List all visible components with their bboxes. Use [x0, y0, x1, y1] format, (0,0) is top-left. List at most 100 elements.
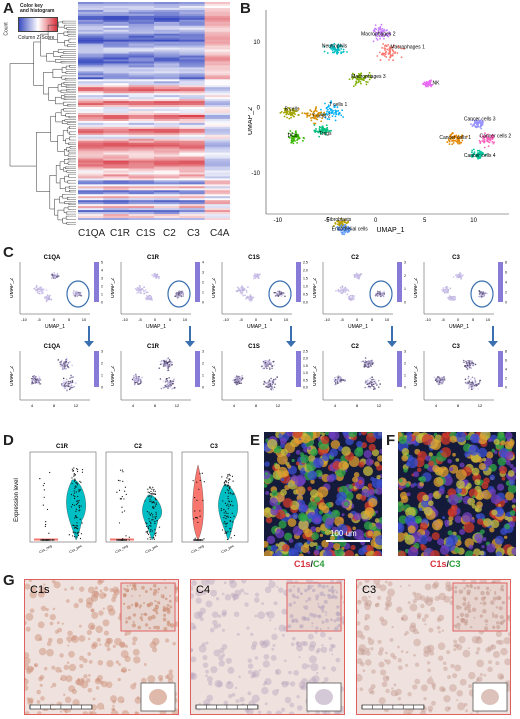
heatmap-cell	[204, 158, 230, 161]
feature-zoom-point	[263, 362, 265, 365]
violin-point	[71, 503, 74, 506]
violin-neg	[192, 464, 204, 541]
feature-point	[484, 291, 487, 294]
feature-zoom-point	[33, 374, 35, 377]
heatmap-cell	[154, 35, 180, 38]
violin-point	[224, 492, 227, 494]
feature-zoom-point	[135, 373, 137, 376]
feature-zoom-point	[436, 377, 439, 379]
umap-point	[379, 31, 382, 34]
violin-point	[223, 509, 225, 511]
feature-scale-bar	[397, 262, 402, 302]
feature-zoom-point	[364, 357, 367, 359]
feature-point	[151, 299, 153, 302]
feature-zoom-point	[167, 387, 169, 390]
feature-zoom-point	[265, 385, 267, 388]
feature-zoom-point	[260, 365, 263, 368]
umap-point	[339, 44, 342, 47]
feature-zoom-point	[66, 389, 68, 392]
heatmap-cell	[128, 170, 155, 173]
feature-point	[357, 273, 360, 276]
umap-point	[291, 131, 294, 134]
heatmap-cell	[128, 105, 155, 108]
heatmap-cell	[204, 170, 230, 173]
feature-zoom-point	[465, 382, 468, 385]
if-cell	[295, 461, 300, 466]
umap-point	[285, 113, 288, 116]
umap-point	[338, 45, 341, 48]
if-cell	[347, 512, 353, 519]
feature-scale-tick: 1.5	[303, 277, 308, 281]
heatmap-cell	[78, 202, 104, 205]
feature-zoom-point	[64, 361, 66, 363]
umap-point	[428, 79, 431, 82]
violin-point	[233, 493, 235, 495]
violin-point	[196, 517, 198, 519]
feature-point	[247, 286, 249, 288]
violin-point	[203, 481, 205, 483]
heatmap-cell	[128, 184, 155, 187]
heatmap-cell	[78, 148, 104, 151]
feature-point	[280, 290, 282, 293]
umap-point	[327, 108, 329, 111]
feature-point	[453, 298, 455, 301]
umap-point	[336, 49, 339, 52]
umap-point	[477, 152, 480, 154]
violin-point	[148, 496, 150, 498]
feature-zoom-point	[140, 380, 143, 383]
violin-point	[229, 486, 231, 488]
heatmap-cell	[154, 2, 180, 5]
if-cell	[334, 516, 344, 527]
umap-cluster-label: Macrophages 3	[351, 74, 386, 80]
violin-point	[71, 477, 73, 479]
feature-zoom-point	[438, 379, 440, 382]
if-cell	[322, 453, 330, 462]
heatmap-cell	[103, 99, 129, 102]
heatmap-cell	[78, 176, 104, 179]
umap-point	[470, 155, 473, 158]
heatmap-cell	[204, 55, 230, 58]
if-cell	[330, 439, 341, 450]
violin-point	[77, 495, 79, 498]
violin-point	[121, 506, 123, 508]
feature-point	[256, 273, 259, 275]
if-cell	[362, 466, 374, 477]
if-cell	[350, 545, 356, 551]
violin-point	[145, 531, 147, 533]
if-cell	[374, 518, 380, 523]
feature-point	[281, 292, 283, 294]
heatmap-cell	[179, 156, 205, 159]
violin-group-label: C1s_neg	[38, 544, 52, 554]
umap-point	[475, 122, 478, 125]
heatmap-cell	[179, 212, 205, 215]
feature-zoom-point	[38, 381, 40, 384]
heatmap-cell	[128, 142, 155, 145]
heatmap-cell	[78, 109, 104, 112]
violin-point	[148, 512, 150, 514]
heatmap-cell	[128, 81, 155, 84]
heatmap-cell	[154, 59, 180, 62]
if-cell	[482, 536, 487, 542]
heatmap-cell	[204, 172, 230, 175]
heatmap-cell	[179, 116, 205, 120]
umap-point	[336, 110, 338, 112]
umap-point	[329, 44, 332, 47]
feature-zoom-title: C1R	[147, 344, 160, 350]
heatmap-cell	[78, 27, 104, 31]
umap-point	[321, 117, 324, 120]
if-cell	[269, 497, 279, 507]
violin-point	[201, 472, 203, 474]
heatmap-cell	[103, 43, 129, 46]
feature-scale-tick: 2	[202, 281, 204, 285]
feature-plot-title: C2	[351, 255, 359, 261]
umap-point	[308, 114, 311, 117]
violin-point	[227, 531, 229, 533]
umap-point	[320, 114, 323, 116]
umap-point	[391, 49, 394, 51]
umap-point	[479, 151, 482, 153]
feature-point	[46, 295, 49, 298]
umap-point	[359, 73, 362, 76]
feature-zoom-point	[263, 383, 265, 385]
feature-zoom-point	[70, 376, 73, 379]
